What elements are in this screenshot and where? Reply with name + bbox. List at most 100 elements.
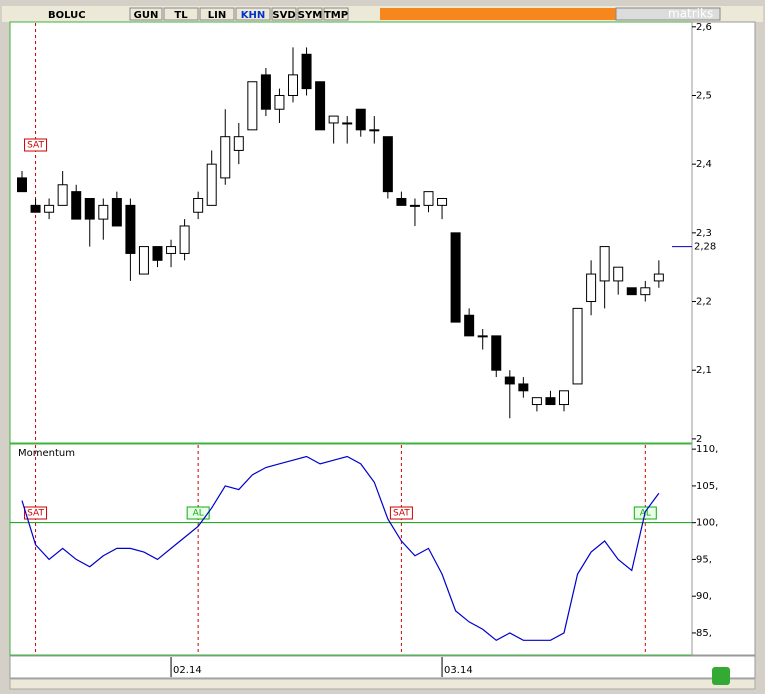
signal-box (24, 138, 48, 152)
symbol[interactable]: BOLUC (48, 10, 86, 21)
brand-box (615, 7, 721, 21)
y-tick-label: 90, (696, 591, 712, 602)
toolbar-button-label[interactable]: LIN (208, 10, 226, 21)
y-tick-label: 2 (696, 434, 702, 445)
momentum-panel (9, 443, 693, 656)
refresh-button[interactable] (712, 667, 730, 685)
signal-label: SAT (27, 141, 44, 151)
candle-body (247, 81, 258, 131)
candle-body (44, 204, 55, 213)
x-axis-area (9, 655, 756, 679)
toolbar-button-label[interactable]: TMP (324, 10, 348, 21)
scrollbar[interactable] (9, 678, 756, 690)
y-tick-label: 110, (696, 444, 718, 455)
candle-body (531, 397, 542, 406)
toolbar-button[interactable] (163, 7, 199, 21)
candle-body (518, 383, 529, 392)
candle-body (342, 122, 353, 125)
candle-body (30, 204, 41, 213)
candle-body (450, 232, 461, 323)
panel-title: Momentum (18, 448, 75, 459)
signal-box (24, 506, 48, 520)
candle-body (464, 314, 475, 337)
candle-body (423, 191, 434, 206)
y-tick-label: 100, (696, 518, 718, 529)
candle-body (504, 376, 515, 385)
toolbar-button[interactable] (323, 7, 349, 21)
candle-body (71, 191, 82, 220)
candle-body (369, 129, 380, 132)
y-tick-label: 2,1 (696, 365, 712, 376)
x-tick-label: 02.14 (173, 665, 202, 676)
y-tick-label: 2,3 (696, 228, 712, 239)
candle-body (288, 74, 298, 96)
candle-body (179, 225, 190, 254)
toolbar-button[interactable] (297, 7, 323, 21)
toolbar-button-label[interactable]: SVD (272, 10, 295, 21)
candle-body (586, 273, 597, 303)
toolbar-fill (380, 8, 616, 20)
momentum-line (21, 455, 660, 642)
candle-body (233, 136, 244, 151)
candle-body (545, 397, 556, 406)
candle-body (640, 287, 651, 296)
candle-body (437, 198, 448, 206)
toolbar-button-label[interactable]: TL (174, 10, 188, 21)
candle-body (559, 390, 569, 406)
candle-body (409, 204, 420, 207)
price-panel (9, 21, 693, 444)
candle-body (599, 246, 610, 282)
candle-body (260, 74, 271, 110)
candle-body (653, 273, 664, 282)
candle-body (98, 204, 109, 220)
candle-body (491, 335, 502, 371)
candle-body (613, 266, 624, 282)
candle-body (328, 115, 339, 124)
candle-body (138, 246, 149, 275)
brand: matriks (668, 7, 713, 21)
signal-label: SAT (393, 509, 410, 519)
candle-body (125, 204, 136, 254)
y-tick-label: 95, (696, 554, 712, 565)
signal-label: AL (193, 509, 204, 519)
candle-body (152, 246, 163, 261)
candle-body (111, 198, 122, 227)
toolbar-button-label[interactable]: KHN (241, 10, 266, 21)
candle-body (84, 198, 95, 220)
y-tick-label: 2,5 (696, 90, 712, 101)
signal-box (186, 506, 210, 520)
toolbar-button-label[interactable]: GUN (134, 10, 159, 21)
candle-body (17, 177, 27, 193)
y-tick-label: 105, (696, 481, 718, 492)
toolbar-button-label[interactable]: SYM (298, 10, 322, 21)
y-axis-area (691, 21, 756, 656)
y-tick-label: 2,4 (696, 159, 712, 170)
candle-body (220, 136, 231, 179)
candle-body (274, 94, 285, 110)
toolbar-button[interactable] (271, 7, 297, 21)
candle-body (477, 335, 488, 338)
candle-body (382, 136, 393, 193)
signal-box (389, 506, 413, 520)
candle-body (355, 108, 366, 131)
candle-body (396, 198, 407, 206)
x-tick-label: 03.14 (444, 665, 473, 676)
toolbar-button[interactable] (129, 7, 163, 21)
y-tick-label: 85, (696, 628, 712, 639)
candle-body (166, 246, 177, 254)
candle-body (301, 53, 312, 90)
candle-body (572, 307, 583, 385)
candle-body (57, 184, 68, 206)
y-tick-label: 2,2 (696, 297, 712, 308)
y-tick-label: 2,6 (696, 22, 712, 33)
candle-body (193, 198, 204, 213)
signal-label: SAT (27, 509, 44, 519)
last-price-label: 2,28 (694, 242, 716, 253)
toolbar-button[interactable] (199, 7, 235, 21)
candle-body (626, 287, 637, 296)
candle-body (206, 163, 217, 206)
candle-body (315, 81, 326, 131)
toolbar-button[interactable] (235, 7, 271, 21)
